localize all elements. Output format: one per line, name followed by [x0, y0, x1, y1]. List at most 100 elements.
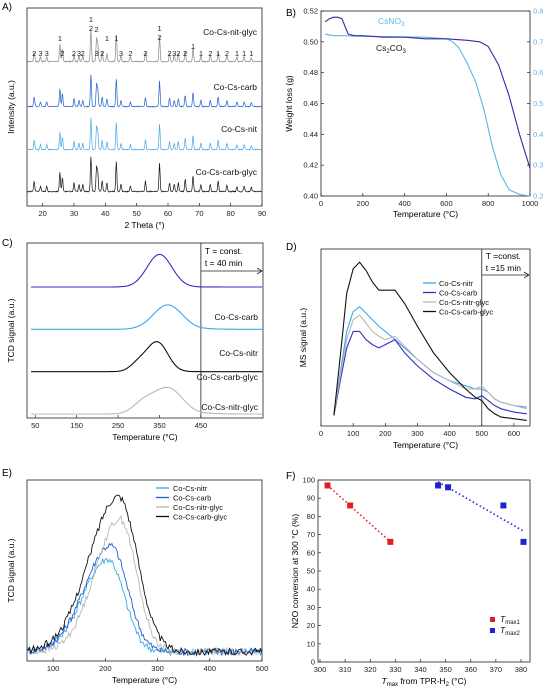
peak-label: 3 [45, 49, 49, 58]
y-axis-right-tick-label: 0.5 [533, 99, 543, 108]
isothermal-t-label: t =15 min [486, 263, 521, 273]
data-point-Tmax2 [435, 482, 442, 489]
series-line-Co-Cs-carb [333, 330, 527, 416]
trend-line-Tmax2 [437, 481, 524, 532]
peak-label: 1 [199, 49, 203, 58]
y-axis-tick-label: 80 [307, 512, 315, 521]
x-axis-tick-label: 320 [364, 665, 377, 674]
x-axis-tick-label: 300 [314, 665, 327, 674]
x-axis-tick-label: 330 [389, 665, 402, 674]
peak-label: 2 [157, 33, 161, 42]
x-axis-tick-label: 300 [411, 429, 424, 438]
y-axis-tick-label: 50 [307, 567, 315, 576]
legend-swatch [490, 628, 495, 633]
y-axis-tick-label: 0.40 [303, 192, 318, 201]
peak-label: 2 [128, 49, 132, 58]
y-axis-right-tick-label: 0.7 [533, 37, 543, 46]
legend-label: Co-Cs-nitr-glyc [173, 503, 223, 512]
panel-label-a: A) [2, 2, 12, 13]
x-axis-label: 2 Theta (°) [124, 220, 164, 230]
peak-label: 3 [172, 49, 176, 58]
x-axis-tick-label: 340 [414, 665, 427, 674]
x-axis-label: Temperature (°C) [393, 440, 458, 450]
x-axis-tick-label: 500 [476, 429, 489, 438]
y-axis-tick-label: 0.46 [303, 99, 318, 108]
series-line-Co-Cs-nit [26, 117, 262, 151]
chart-f: 300 310 320 330 340 350 360 370 380 0 10 20 30 40 50 60… [290, 476, 531, 688]
series-line-Co-Cs-nitr-glyc [333, 314, 527, 414]
series-label: Co-Cs-carb-glyc [196, 167, 258, 177]
x-axis-tick-label: 350 [153, 421, 166, 430]
y-axis-label: Intensity (a.u.) [6, 80, 16, 134]
panel-label-b: B) [286, 8, 296, 19]
x-axis-tick-label: 800 [482, 199, 495, 208]
legend-label: Tmax2 [500, 625, 521, 637]
series-line-Co-Cs-nitr-glyc [26, 514, 263, 657]
x-axis-tick-label: 360 [464, 665, 477, 674]
legend-label: Co-Cs-nitr [439, 279, 474, 288]
x-axis-tick-label: 80 [226, 209, 234, 218]
x-axis-tick-label: 400 [398, 199, 411, 208]
x-axis-tick-label: 450 [195, 421, 208, 430]
x-axis-tick-label: 20 [38, 209, 46, 218]
chart-c: 50 150 250 350 450 Temperature (°C) TCD signal… [6, 242, 264, 442]
y-axis-tick-label: 0 [311, 658, 315, 667]
x-axis-tick-label: 250 [112, 421, 125, 430]
plot-frame [26, 479, 263, 662]
x-axis-tick-label: 500 [256, 664, 269, 673]
x-axis-tick-label: 300 [151, 664, 164, 673]
peak-label: 2 [183, 49, 187, 58]
series-line-Co-Cs-carb-glyc [26, 494, 263, 657]
x-axis-tick-label: 70 [195, 209, 203, 218]
legend-swatch [490, 617, 495, 622]
series-line-Cs2CO3 [324, 16, 531, 169]
peak-label: 2 [176, 49, 180, 58]
series-line-Co-Cs-nitr [333, 305, 527, 414]
isothermal-t-label: t = 40 min [205, 258, 243, 268]
y-axis-right-tick-label: 0.4 [533, 130, 543, 139]
series-label: Co-Cs-nit-glyc [203, 27, 258, 37]
chart-d: 0 100 200 300 400 500 600 Temperature (°C) MS si… [298, 248, 531, 450]
series-line-Co-Cs-nitr-glyc [31, 386, 263, 415]
series-label-csno3: CsNO3 [378, 16, 405, 28]
x-axis-tick-label: 370 [490, 665, 503, 674]
series-label: Co-Cs-nitr-glyc [201, 402, 258, 412]
x-axis-tick-label: 310 [339, 665, 352, 674]
plot-frame [320, 248, 531, 427]
y-axis-tick-label: 10 [307, 639, 315, 648]
x-axis-tick-label: 600 [508, 429, 521, 438]
peak-label: 1 [242, 49, 246, 58]
x-axis-tick-label: 400 [204, 664, 217, 673]
peak-label: 2 [89, 24, 93, 33]
peak-label: 1 [58, 34, 62, 43]
y-axis-right-tick-label: 0.6 [533, 68, 543, 77]
series-line-Co-Cs-carb [26, 542, 263, 657]
peak-label: 2 [167, 49, 171, 58]
peak-label: 1 [191, 42, 195, 51]
peak-label: 2 [60, 49, 64, 58]
series-line-Co-Cs-carb [26, 74, 262, 108]
x-axis-tick-label: 600 [440, 199, 453, 208]
y-axis-tick-label: 60 [307, 548, 315, 557]
data-point-Tmax2 [500, 502, 507, 509]
chart-b: 0 200 400 600 800 1000 0.40 0.42 0.44 0.46 0.48 0.5… [284, 7, 543, 220]
trend-line-Tmax1 [327, 484, 391, 543]
peak-label: 2 [72, 49, 76, 58]
y-axis-tick-label: 30 [307, 603, 315, 612]
legend-label: Co-Cs-carb [173, 494, 211, 503]
series-line-Co-Cs-nitr [31, 304, 263, 330]
plot-frame [26, 7, 263, 207]
x-axis-tick-label: 200 [99, 664, 112, 673]
peak-label: 2 [94, 25, 98, 34]
series-line-Co-Cs-nitr [26, 557, 263, 657]
x-axis-tick-label: 200 [379, 429, 392, 438]
y-axis-label: TCD signal (a.u.) [6, 298, 16, 362]
y-axis-right-tick-label: 0.2 [533, 192, 543, 201]
legend-label: Co-Cs-carb-glyc [439, 308, 493, 317]
data-point-Tmax1 [387, 538, 394, 545]
legend-label: Co-Cs-nitr [173, 484, 208, 493]
series-line-Co-Cs-nit-glyc [27, 29, 262, 63]
series-label: Co-Cs-nitr [219, 348, 258, 358]
x-axis-tick-label: 100 [347, 429, 360, 438]
series-line-Co-Cs-carb [31, 253, 263, 288]
